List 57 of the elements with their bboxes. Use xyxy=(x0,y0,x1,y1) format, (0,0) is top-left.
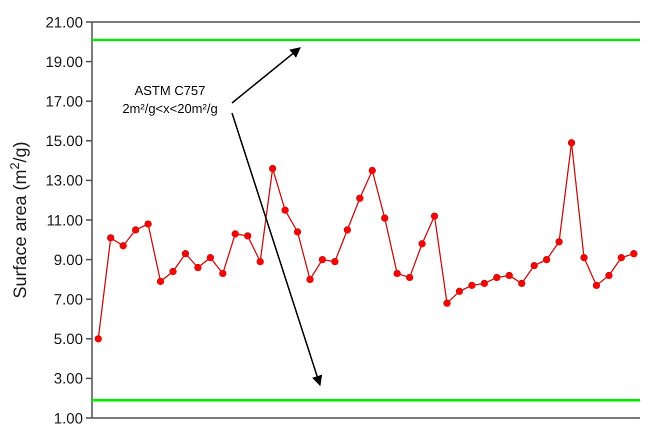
point xyxy=(331,258,338,266)
point xyxy=(144,220,152,228)
point xyxy=(318,256,326,264)
y-tick-label: 7.00 xyxy=(54,291,83,308)
point xyxy=(456,288,464,295)
point xyxy=(107,234,114,242)
y-tick-label: 19.00 xyxy=(45,54,83,71)
point xyxy=(281,206,289,214)
point xyxy=(468,282,476,289)
y-tick-label: 9.00 xyxy=(54,252,83,269)
point xyxy=(169,268,177,276)
point xyxy=(568,139,576,146)
point xyxy=(443,300,451,307)
point xyxy=(194,264,202,272)
point xyxy=(182,250,190,258)
point xyxy=(605,272,612,280)
y-tick-label: 1.00 xyxy=(54,410,83,428)
y-tick-label: 5.00 xyxy=(54,331,83,348)
point xyxy=(430,212,438,220)
point xyxy=(306,276,314,283)
point xyxy=(530,262,538,270)
point xyxy=(406,274,414,282)
point xyxy=(418,240,426,248)
point xyxy=(630,250,638,258)
point xyxy=(592,282,600,289)
point xyxy=(244,232,252,240)
point xyxy=(480,280,488,287)
y-tick-label: 21.00 xyxy=(45,14,83,32)
point xyxy=(394,270,401,278)
point xyxy=(120,242,127,250)
point xyxy=(256,258,264,266)
point xyxy=(618,254,625,262)
point xyxy=(356,194,364,202)
y-tick-label: 13.00 xyxy=(45,172,83,190)
point xyxy=(232,230,239,238)
point xyxy=(493,274,500,282)
point xyxy=(294,228,302,236)
point xyxy=(206,254,214,262)
annotation: ASTM C757 xyxy=(134,83,206,98)
y-tick-label: 17.00 xyxy=(45,93,83,110)
point xyxy=(368,166,376,174)
point xyxy=(506,272,513,280)
y-tick-label: 15.00 xyxy=(45,133,83,150)
point xyxy=(542,256,550,264)
point xyxy=(219,270,226,278)
y-tick-label: 3.00 xyxy=(54,370,83,388)
point xyxy=(555,238,563,246)
point xyxy=(94,335,102,342)
point xyxy=(268,164,276,172)
point xyxy=(381,214,388,222)
point xyxy=(132,226,140,234)
annotation: 2m²/g<x<20m²/g xyxy=(122,101,218,116)
point xyxy=(580,254,588,262)
point xyxy=(518,280,526,287)
y-tick-label: 11.00 xyxy=(46,212,83,230)
point xyxy=(344,226,351,234)
point xyxy=(156,278,164,285)
